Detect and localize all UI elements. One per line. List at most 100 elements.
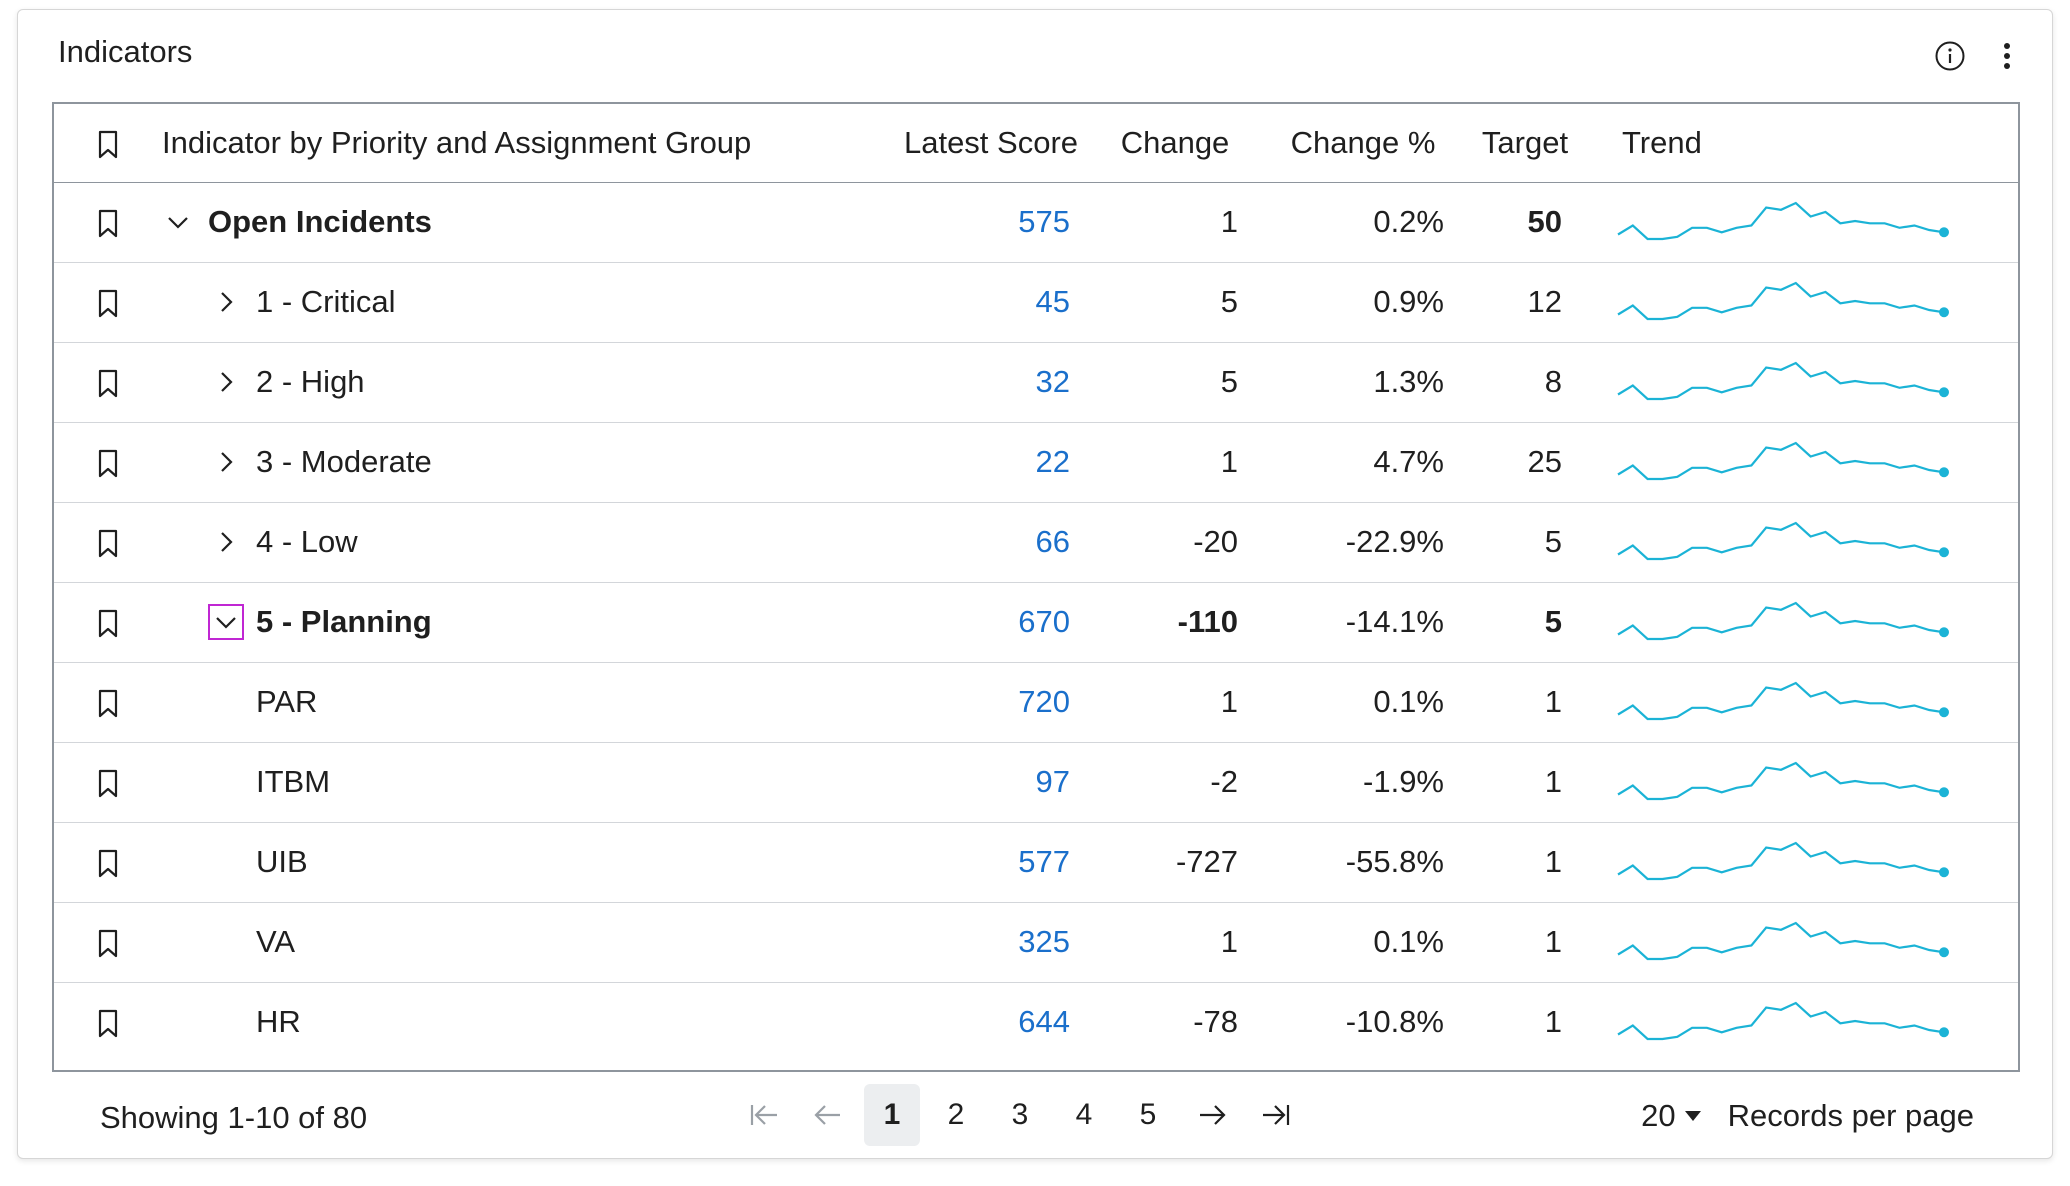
table-row[interactable]: 4 - Low 66 -20 -22.9% 5 <box>54 502 2018 582</box>
last-page-icon <box>1263 1105 1290 1125</box>
latest-score-link[interactable]: 32 <box>1035 364 1070 399</box>
column-header-indicator[interactable]: Indicator by Priority and Assignment Gro… <box>162 124 752 160</box>
expand-toggle[interactable] <box>210 526 242 558</box>
column-header-change[interactable]: Change <box>1120 124 1230 160</box>
change-value: 1 <box>1220 204 1238 239</box>
table-row[interactable]: 3 - Moderate 22 1 4.7% 25 <box>54 422 2018 502</box>
trend-sparkline[interactable] <box>1614 517 1954 567</box>
bookmark-icon[interactable] <box>97 769 119 799</box>
trend-sparkline[interactable] <box>1614 677 1954 727</box>
info-icon[interactable] <box>1934 40 1966 72</box>
expand-toggle[interactable] <box>210 366 242 398</box>
page-button-5[interactable]: 5 <box>1139 1098 1157 1131</box>
bookmark-cell <box>54 262 162 342</box>
trend-cell <box>1584 182 2018 262</box>
first-page-button[interactable] <box>736 1084 792 1146</box>
bookmark-icon[interactable] <box>97 130 119 160</box>
change-pct-value: -22.9% <box>1345 524 1444 559</box>
bookmark-icon[interactable] <box>97 849 119 879</box>
indicator-name[interactable]: 2 - High <box>256 364 365 399</box>
page-button-4[interactable]: 4 <box>1075 1098 1093 1131</box>
target-value: 12 <box>1527 284 1562 319</box>
table-row[interactable]: ITBM 97 -2 -1.9% 1 <box>54 742 2018 822</box>
indicator-name-cell: 5 - Planning <box>162 582 892 662</box>
collapse-toggle[interactable] <box>208 604 244 640</box>
expand-toggle[interactable] <box>210 446 242 478</box>
more-vertical-icon[interactable] <box>2002 41 2012 71</box>
records-per-page-select[interactable]: 20 <box>1641 1098 1701 1134</box>
target-value: 1 <box>1544 924 1562 959</box>
page-button-3[interactable]: 3 <box>1011 1098 1029 1131</box>
table-row[interactable]: VA 325 1 0.1% 1 <box>54 902 2018 982</box>
indicator-name[interactable]: HR <box>256 1004 301 1040</box>
indicator-name[interactable]: 5 - Planning <box>256 604 432 639</box>
indicator-name[interactable]: Open Incidents <box>208 204 432 239</box>
trend-sparkline[interactable] <box>1614 997 1954 1047</box>
trend-line <box>1617 601 1945 641</box>
bookmark-icon[interactable] <box>97 449 119 479</box>
table-row[interactable]: 2 - High 32 5 1.3% 8 <box>54 342 2018 422</box>
bookmark-icon[interactable] <box>97 209 119 239</box>
column-header-latest-score[interactable]: Latest Score <box>903 124 1079 160</box>
page-button-1[interactable]: 1 <box>864 1084 920 1146</box>
bookmark-cell <box>54 342 162 422</box>
latest-score-link[interactable]: 97 <box>1035 764 1070 799</box>
trend-sparkline[interactable] <box>1614 837 1954 887</box>
latest-score-link[interactable]: 325 <box>1018 924 1070 959</box>
bookmark-icon[interactable] <box>97 369 119 399</box>
indicator-name[interactable]: 4 - Low <box>256 524 358 559</box>
bookmark-icon[interactable] <box>97 529 119 559</box>
table-row[interactable]: 1 - Critical 45 5 0.9% 12 <box>54 262 2018 342</box>
column-header-target[interactable]: Target <box>1481 124 1569 160</box>
trend-sparkline[interactable] <box>1614 357 1954 407</box>
expand-toggle[interactable] <box>210 286 242 318</box>
table-row[interactable]: Open Incidents 575 1 0.2% 50 <box>54 182 2018 262</box>
previous-page-button[interactable] <box>800 1084 856 1146</box>
trend-cell <box>1584 982 2018 1062</box>
bookmark-icon[interactable] <box>97 609 119 639</box>
indicator-name[interactable]: ITBM <box>256 764 331 799</box>
trend-sparkline[interactable] <box>1614 277 1954 327</box>
table-row[interactable]: UIB 577 -727 -55.8% 1 <box>54 822 2018 902</box>
target-value: 1 <box>1544 844 1562 879</box>
bookmark-icon[interactable] <box>97 289 119 319</box>
table-row[interactable]: HR 644 -78 -10.8% 1 <box>54 982 2018 1062</box>
column-header-trend[interactable]: Trend <box>1584 104 2018 182</box>
latest-score-link[interactable]: 45 <box>1035 284 1070 319</box>
indicator-name[interactable]: UIB <box>256 844 308 879</box>
latest-score-link[interactable]: 66 <box>1035 524 1070 559</box>
change-value: -2 <box>1210 764 1238 799</box>
trend-sparkline[interactable] <box>1614 757 1954 807</box>
indicator-name-cell: 2 - High <box>162 342 892 422</box>
chevron-right-icon <box>221 372 233 392</box>
table-row[interactable]: 5 - Planning 670 -110 -14.1% 5 <box>54 582 2018 662</box>
column-header-change-pct[interactable]: Change % <box>1290 124 1436 160</box>
indicator-name[interactable]: 1 - Critical <box>256 284 396 319</box>
latest-score-link[interactable]: 575 <box>1018 204 1070 239</box>
latest-score-link[interactable]: 670 <box>1018 604 1070 639</box>
trend-sparkline[interactable] <box>1614 597 1954 647</box>
next-page-button[interactable] <box>1184 1084 1240 1146</box>
bookmark-icon[interactable] <box>97 1009 119 1039</box>
latest-score-link[interactable]: 577 <box>1018 844 1070 879</box>
trend-sparkline[interactable] <box>1614 197 1954 247</box>
latest-score-link[interactable]: 720 <box>1018 684 1070 719</box>
last-page-button[interactable] <box>1248 1084 1304 1146</box>
page-button-2[interactable]: 2 <box>947 1098 965 1131</box>
latest-score-link[interactable]: 22 <box>1035 444 1070 479</box>
collapse-toggle[interactable] <box>162 206 194 238</box>
indicator-name[interactable]: PAR <box>256 684 318 719</box>
indicator-name-cell: PAR <box>162 662 892 742</box>
bookmark-icon[interactable] <box>97 689 119 719</box>
trend-sparkline[interactable] <box>1614 437 1954 487</box>
trend-sparkline[interactable] <box>1614 917 1954 967</box>
indicator-name[interactable]: 3 - Moderate <box>256 444 432 479</box>
latest-score-link[interactable]: 644 <box>1018 1004 1070 1040</box>
change-pct-value: -14.1% <box>1345 604 1444 639</box>
bookmark-icon[interactable] <box>97 929 119 959</box>
bookmark-cell <box>54 982 162 1062</box>
change-pct-value: 0.1% <box>1373 684 1444 719</box>
table-row[interactable]: PAR 720 1 0.1% 1 <box>54 662 2018 742</box>
bookmark-cell <box>54 902 162 982</box>
indicator-name[interactable]: VA <box>256 924 296 959</box>
